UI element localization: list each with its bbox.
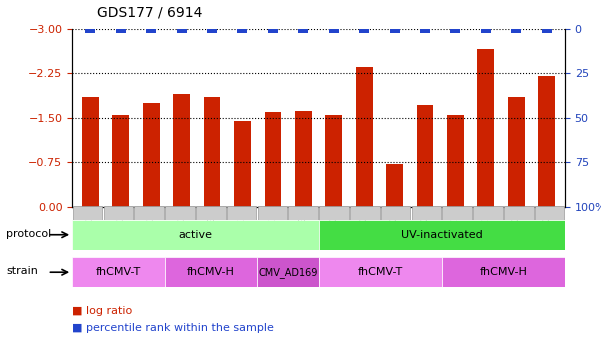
Bar — [295, 111, 312, 207]
Bar — [173, 94, 190, 207]
Bar — [325, 115, 342, 207]
Bar — [359, 29, 369, 33]
Text: fhCMV-H: fhCMV-H — [187, 267, 234, 277]
FancyBboxPatch shape — [504, 206, 534, 220]
Bar — [143, 103, 160, 207]
Bar — [264, 112, 281, 207]
FancyBboxPatch shape — [535, 206, 564, 220]
Bar — [386, 164, 403, 207]
Text: fhCMV-H: fhCMV-H — [480, 267, 527, 277]
Bar — [389, 29, 400, 33]
Text: protocol: protocol — [6, 229, 51, 239]
Bar — [177, 29, 187, 33]
FancyBboxPatch shape — [258, 206, 287, 220]
FancyBboxPatch shape — [227, 206, 256, 220]
Bar — [85, 29, 96, 33]
Bar — [298, 29, 308, 33]
FancyBboxPatch shape — [72, 220, 319, 250]
Bar — [477, 49, 494, 207]
FancyBboxPatch shape — [288, 206, 318, 220]
Bar — [511, 29, 521, 33]
Bar — [82, 97, 99, 207]
FancyBboxPatch shape — [257, 257, 319, 287]
Text: CMV_AD169: CMV_AD169 — [258, 267, 317, 278]
FancyBboxPatch shape — [319, 257, 442, 287]
Bar — [508, 97, 525, 207]
FancyBboxPatch shape — [442, 257, 565, 287]
FancyBboxPatch shape — [381, 206, 410, 220]
Bar — [356, 67, 373, 207]
Text: ■ log ratio: ■ log ratio — [72, 306, 132, 316]
FancyBboxPatch shape — [473, 206, 502, 220]
FancyBboxPatch shape — [319, 206, 349, 220]
FancyBboxPatch shape — [196, 206, 225, 220]
Bar — [542, 29, 552, 33]
Bar — [204, 97, 221, 207]
Text: fhCMV-T: fhCMV-T — [96, 267, 141, 277]
Bar — [146, 29, 156, 33]
Bar — [268, 29, 278, 33]
Bar — [112, 115, 129, 207]
Text: ■ percentile rank within the sample: ■ percentile rank within the sample — [72, 323, 274, 333]
Bar — [207, 29, 217, 33]
Bar — [481, 29, 491, 33]
Text: active: active — [178, 230, 212, 240]
Bar — [538, 76, 555, 207]
FancyBboxPatch shape — [412, 206, 441, 220]
Bar — [116, 29, 126, 33]
Text: fhCMV-T: fhCMV-T — [358, 267, 403, 277]
FancyBboxPatch shape — [165, 257, 257, 287]
Bar — [234, 121, 251, 207]
FancyBboxPatch shape — [319, 220, 565, 250]
FancyBboxPatch shape — [350, 206, 379, 220]
FancyBboxPatch shape — [442, 206, 472, 220]
Bar — [447, 115, 464, 207]
Text: UV-inactivated: UV-inactivated — [401, 230, 483, 240]
FancyBboxPatch shape — [135, 206, 164, 220]
FancyBboxPatch shape — [165, 206, 195, 220]
Bar — [420, 29, 430, 33]
FancyBboxPatch shape — [103, 206, 133, 220]
Bar — [450, 29, 460, 33]
Text: GDS177 / 6914: GDS177 / 6914 — [97, 6, 202, 20]
Bar — [329, 29, 339, 33]
Text: strain: strain — [6, 266, 38, 276]
FancyBboxPatch shape — [73, 206, 102, 220]
FancyBboxPatch shape — [72, 257, 165, 287]
Bar — [237, 29, 248, 33]
Bar — [416, 105, 433, 207]
